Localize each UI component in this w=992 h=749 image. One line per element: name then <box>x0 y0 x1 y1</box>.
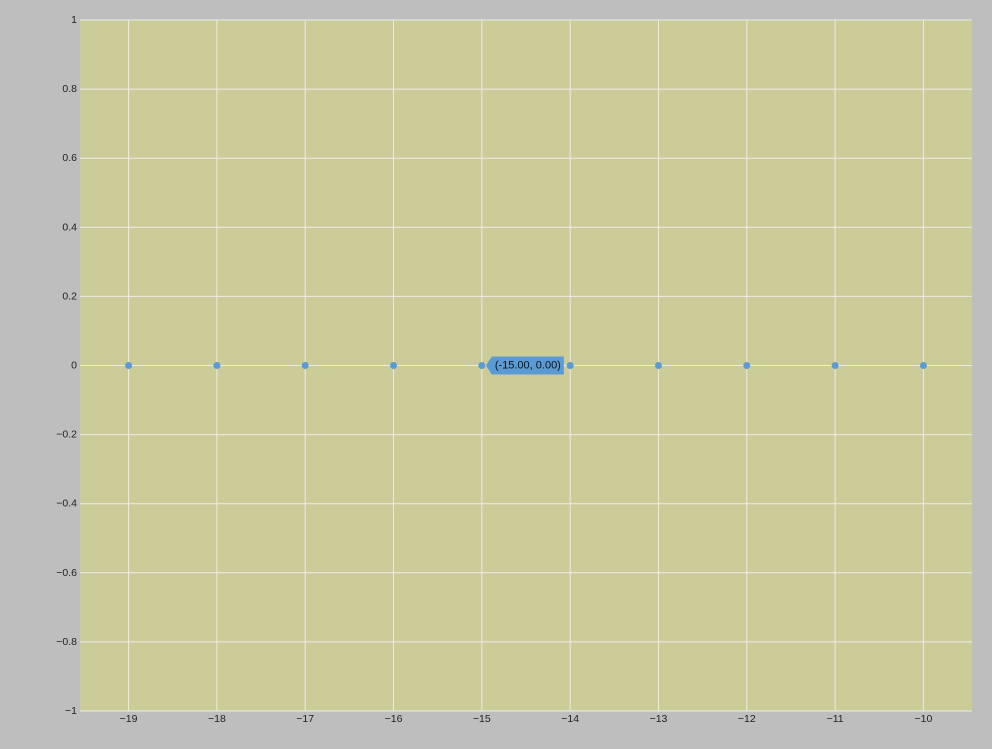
y-tick-label: −1 <box>65 705 77 717</box>
data-point <box>919 362 927 369</box>
data-point <box>213 362 221 369</box>
x-tick-label: −14 <box>561 713 579 725</box>
y-axis-ticks: 1 0.8 0.6 0.4 0.2 0 −0.2 −0.4 −0.6 −0.8 −1 <box>56 14 77 717</box>
y-tick-label: 0.2 <box>62 290 77 302</box>
point-tooltip: (-15.00, 0.00) <box>485 356 564 375</box>
x-tick-label: −11 <box>827 713 844 725</box>
x-tick-label: −19 <box>120 713 138 725</box>
data-point <box>566 362 574 369</box>
data-point <box>390 362 398 369</box>
data-point <box>654 362 662 369</box>
y-tick-label: 0 <box>71 360 77 372</box>
data-point <box>478 362 486 369</box>
y-tick-label: −0.8 <box>56 636 77 648</box>
y-tick-label: 0.8 <box>62 83 77 95</box>
y-tick-label: −0.2 <box>56 429 77 441</box>
y-tick-label: −0.6 <box>56 567 77 579</box>
y-tick-label: 0.6 <box>62 152 77 164</box>
x-tick-label: −15 <box>473 713 491 725</box>
x-tick-label: −17 <box>296 713 314 725</box>
x-tick-label: −18 <box>208 713 226 725</box>
data-point <box>301 362 309 369</box>
data-point <box>125 362 133 369</box>
data-point <box>831 362 839 369</box>
y-tick-label: 0.4 <box>62 221 77 233</box>
data-point <box>743 362 751 369</box>
y-tick-label: 1 <box>71 14 77 26</box>
data-points <box>125 362 927 369</box>
x-tick-label: −10 <box>915 713 933 725</box>
x-tick-label: −13 <box>650 713 668 725</box>
y-tick-label: −0.4 <box>56 498 77 510</box>
x-tick-label: −16 <box>385 713 403 725</box>
x-tick-label: −12 <box>738 713 756 725</box>
tooltip-box <box>485 356 564 375</box>
tooltip-label: (-15.00, 0.00) <box>495 360 561 372</box>
x-axis-ticks: −19 −18 −17 −16 −15 −14 −13 −12 −11 −10 <box>120 713 933 725</box>
